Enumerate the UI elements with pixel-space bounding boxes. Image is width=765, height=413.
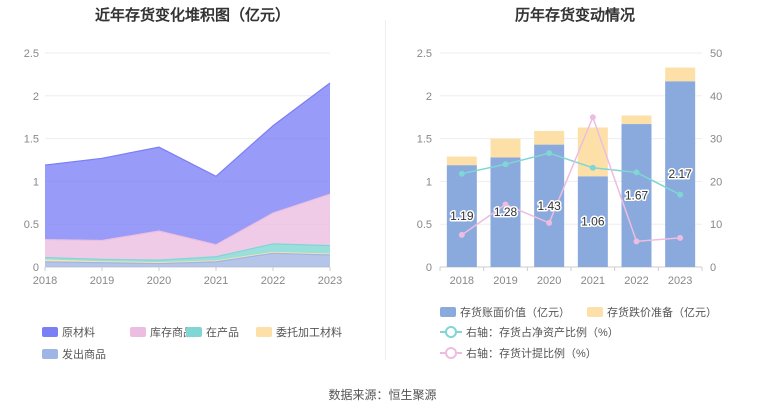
bar-book-value xyxy=(446,165,477,267)
bar-impairment xyxy=(621,115,652,125)
x-tick-label: 2019 xyxy=(493,275,517,287)
legend-item-consigned-materials[interactable]: 委托加工材料 xyxy=(256,324,342,340)
area-series-line xyxy=(44,243,331,261)
line-point xyxy=(633,238,640,245)
y2-tick-label: 10 xyxy=(710,219,722,231)
y2-tick-label: 20 xyxy=(710,176,722,188)
line-point xyxy=(502,161,509,168)
bar-value-label: 1.28 xyxy=(494,205,518,219)
legend-label: 右轴：存货计提比例（%） xyxy=(466,348,597,360)
area-series xyxy=(45,253,330,267)
x-tick-label: 2023 xyxy=(668,275,692,287)
y-tick-label: 0.5 xyxy=(417,219,432,231)
area-series xyxy=(45,243,330,263)
line-point xyxy=(458,170,465,177)
y2-tick-label: 40 xyxy=(710,91,722,103)
legend-swatch xyxy=(130,327,146,337)
line-point xyxy=(677,191,684,198)
data-source: 数据来源：恒生聚源 xyxy=(328,388,437,402)
line-point xyxy=(589,164,596,171)
bar-impairment xyxy=(665,67,696,82)
legend-swatch xyxy=(256,327,272,337)
x-tick-label: 2022 xyxy=(624,275,648,287)
left-chart-title: 近年存货变化堆积图（亿元） xyxy=(94,7,290,24)
legend-item-provision-ratio[interactable]: 右轴：存货计提比例（%） xyxy=(440,345,597,361)
legend-label: 存货跌价准备（亿元） xyxy=(607,307,717,319)
y-tick-label: 1 xyxy=(33,176,39,188)
legend-swatch xyxy=(42,327,58,337)
y-tick-label: 2 xyxy=(33,91,39,103)
chart-divider xyxy=(385,20,386,360)
area-series-line xyxy=(44,193,331,246)
legend-label: 委托加工材料 xyxy=(276,327,342,339)
area-series-line xyxy=(44,251,331,264)
legend-item-goods-shipped[interactable]: 发出商品 xyxy=(42,346,106,362)
y-tick-label: 1 xyxy=(426,176,432,188)
x-tick-label: 2022 xyxy=(261,275,285,287)
bar-value-label: 1.06 xyxy=(581,215,605,229)
area-series xyxy=(45,194,330,261)
legend-label: 库存商品 xyxy=(150,327,194,339)
legend-item-impairment[interactable]: 存货跌价准备（亿元） xyxy=(587,304,717,320)
y-tick-label: 0 xyxy=(33,262,39,274)
y-tick-label: 1.5 xyxy=(417,134,432,146)
bar-value-label: 2.17 xyxy=(668,167,692,181)
y-tick-label: 2.5 xyxy=(417,48,432,60)
y2-tick-label: 0 xyxy=(710,262,716,274)
x-tick-label: 2021 xyxy=(581,275,605,287)
y-tick-label: 2.5 xyxy=(24,48,39,60)
y-tick-label: 1.5 xyxy=(24,134,39,146)
line-series xyxy=(461,152,681,196)
x-tick-label: 2020 xyxy=(537,275,561,287)
x-tick-label: 2019 xyxy=(90,275,114,287)
legend-item-book-value[interactable]: 存货账面价值（亿元） xyxy=(440,304,570,320)
legend-item-raw-materials[interactable]: 原材料 xyxy=(42,324,95,340)
y2-tick-label: 30 xyxy=(710,134,722,146)
legend-label: 发出商品 xyxy=(62,349,106,361)
y2-tick-label: 50 xyxy=(710,48,722,60)
line-point xyxy=(633,169,640,176)
bar-value-label: 1.67 xyxy=(625,189,649,203)
legend-label: 右轴：存货占净资产比例（%） xyxy=(466,327,619,339)
line-series xyxy=(461,115,681,243)
legend-item-wip[interactable]: 在产品 xyxy=(186,324,239,340)
line-point xyxy=(546,150,553,157)
y-tick-label: 0 xyxy=(426,262,432,274)
line-point xyxy=(546,219,553,226)
legend-swatch xyxy=(440,307,456,317)
line-point xyxy=(589,114,596,121)
bar-impairment xyxy=(446,156,477,166)
x-tick-label: 2018 xyxy=(450,275,474,287)
legend-line-swatch xyxy=(440,326,462,338)
line-point xyxy=(677,234,684,241)
legend-label: 存货账面价值（亿元） xyxy=(460,307,570,319)
legend-swatch xyxy=(42,349,58,359)
line-point xyxy=(458,231,465,238)
legend-item-net-asset-ratio[interactable]: 右轴：存货占净资产比例（%） xyxy=(440,324,619,340)
legend-swatch xyxy=(186,327,202,337)
bar-book-value xyxy=(577,176,608,267)
legend-item-finished-goods[interactable]: 库存商品 xyxy=(130,324,194,340)
x-tick-label: 2020 xyxy=(147,275,171,287)
legend-swatch xyxy=(587,307,603,317)
area-series-line xyxy=(44,252,331,265)
x-tick-label: 2018 xyxy=(33,275,57,287)
bar-book-value xyxy=(534,144,565,267)
bar-value-label: 1.19 xyxy=(450,209,474,223)
legend-label: 原材料 xyxy=(62,327,95,339)
bar-impairment xyxy=(490,138,521,158)
bar-value-label: 1.43 xyxy=(537,199,561,213)
area-series xyxy=(45,82,330,245)
bar-impairment xyxy=(534,130,565,145)
y-tick-label: 2 xyxy=(426,91,432,103)
legend-label: 在产品 xyxy=(206,327,239,339)
line-point xyxy=(502,201,509,208)
x-tick-label: 2021 xyxy=(204,275,228,287)
area-series-line xyxy=(44,82,331,177)
right-chart-title: 历年存货变动情况 xyxy=(514,7,635,24)
legend-line-swatch xyxy=(440,347,462,359)
y-tick-label: 0.5 xyxy=(24,219,39,231)
x-tick-label: 2023 xyxy=(318,275,342,287)
